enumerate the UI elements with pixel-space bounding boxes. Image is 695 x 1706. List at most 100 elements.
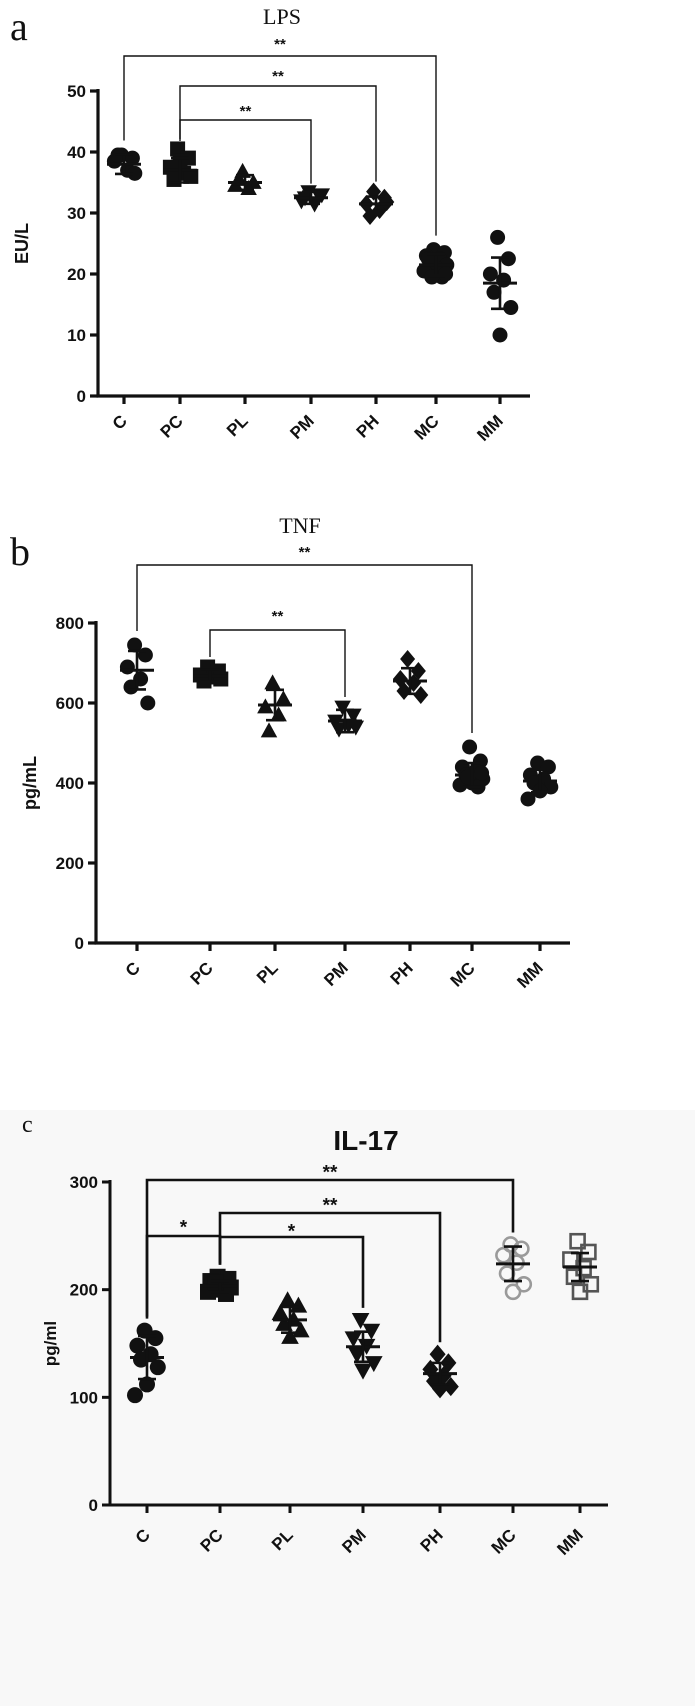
panel-c-point-PL	[275, 1314, 293, 1331]
panel-b-y-axis-label: pg/mL	[20, 756, 40, 810]
panel-c-point-MM	[569, 1232, 586, 1250]
panel-a-point-MM	[496, 272, 512, 288]
panel-b-point-PM	[334, 700, 351, 716]
panel-b-point-PM	[330, 722, 348, 738]
panel-c-point-C	[129, 1337, 146, 1354]
panel-a: a LPS 0 10 20 30 40 50 EU/L C PC PL PM PH MC MM ** ** **	[10, 4, 530, 445]
panel-b-point-C	[127, 637, 143, 653]
panel-b-point-PH	[413, 686, 429, 704]
panel-c-point-PL	[281, 1327, 299, 1344]
panel-a-y-tick-label: 30	[67, 204, 86, 223]
panel-a-sig-label: **	[274, 36, 286, 53]
panel-c-point-MC	[513, 1240, 530, 1258]
panel-b-x-tick-label: MM	[513, 958, 546, 991]
panel-c-point-PM	[348, 1347, 366, 1364]
panel-c-point-PH	[442, 1376, 459, 1397]
panel-a-x-tick-label: MC	[411, 411, 443, 443]
panel-b: b TNF 0 200 400 600 800 pg/mL C PC PL PM PH MC MM ** **	[10, 513, 570, 992]
panel-c-point-PH	[426, 1371, 442, 1391]
panel-a-letter: a	[10, 4, 28, 49]
panel-c-background	[0, 1110, 695, 1706]
panel-a-point-C	[127, 165, 143, 181]
panel-c-sig-label: *	[180, 1217, 188, 1238]
panel-c-point-C	[149, 1359, 166, 1376]
panel-b-point-PC	[213, 671, 229, 687]
panel-c-point-PM	[354, 1363, 372, 1380]
panel-c-point-PL	[278, 1291, 297, 1308]
panel-b-point-MC	[462, 739, 478, 755]
panel-b-y-tick-label: 200	[56, 854, 84, 873]
panel-a-x-tick-label: PC	[157, 411, 187, 441]
panel-c-point-PH	[432, 1379, 448, 1399]
panel-c-y-tick-label: 300	[70, 1173, 98, 1192]
panel-c-y-tick-label: 200	[70, 1281, 98, 1300]
panel-c-point-C	[133, 1351, 149, 1368]
panel-b-point-C	[140, 695, 156, 711]
panel-a-y-tick-label: 50	[67, 82, 86, 101]
panel-c-point-MC	[515, 1275, 533, 1293]
panel-a-x-tick-label: PM	[286, 411, 317, 442]
panel-b-y-tick-label: 600	[56, 694, 84, 713]
panel-c-sig-label: **	[323, 1162, 338, 1183]
panel-c-point-PM	[351, 1313, 370, 1330]
panel-c-point-PH	[429, 1344, 446, 1364]
panel-b-sig-label: **	[272, 608, 284, 625]
panel-b-point-C	[123, 679, 139, 695]
panel-b-point-PM	[345, 708, 362, 724]
panel-b-point-C	[119, 659, 135, 675]
panel-a-sig-bracket	[179, 119, 312, 184]
panel-c-y-axis-label: pg/ml	[41, 1321, 60, 1366]
panel-a-x-tick-label: C	[109, 411, 131, 433]
panel-c-point-MC	[504, 1283, 522, 1301]
panel-c-point-MC	[495, 1246, 512, 1264]
panel-b-x-tick-label: PC	[187, 958, 217, 988]
panel-a-point-MM	[482, 266, 498, 282]
panel-c-point-MM	[571, 1283, 589, 1301]
panel-c-sig-bracket	[218, 1235, 365, 1308]
panel-c-point-C	[147, 1330, 164, 1347]
panel-b-x-tick-label: PH	[387, 958, 417, 988]
panel-c-point-C	[127, 1387, 143, 1404]
panel-b-x-tick-label: PM	[320, 958, 351, 989]
panel-c-sig-label: **	[323, 1195, 338, 1216]
panel-b-x-tick-label: MC	[447, 958, 479, 990]
panel-a-point-MM	[490, 229, 506, 245]
panel-b-x-tick-label: C	[122, 958, 144, 980]
panel-a-point-MM	[486, 284, 502, 300]
panel-a-y-tick-label: 10	[67, 326, 86, 345]
panel-b-point-MC	[474, 765, 490, 781]
panel-a-y-tick-label: 40	[67, 143, 86, 162]
panel-a-y-axis-label: EU/L	[12, 223, 32, 264]
panel-c-letter: c	[22, 1112, 33, 1138]
panel-c-point-PM	[365, 1356, 383, 1373]
panel-b-point-PL	[275, 690, 292, 706]
panel-b-y-tick-label: 800	[56, 614, 84, 633]
panel-b-point-MM	[520, 791, 536, 807]
panel-c-point-PL	[289, 1296, 308, 1313]
panel-b-x-tick-label: PL	[253, 958, 282, 987]
panel-a-point-PC	[183, 168, 199, 184]
panel-a-x-tick-label: MM	[473, 411, 506, 444]
panel-b-sig-bracket	[136, 564, 473, 733]
panel-b-letter: b	[10, 529, 30, 574]
panel-a-point-MC	[438, 266, 454, 282]
panel-a-x-tick-label: PH	[353, 411, 383, 441]
panel-b-sig-label: **	[299, 544, 311, 561]
panel-c-y-tick-label: 100	[70, 1388, 98, 1407]
panel-c-y-tick-label: 0	[89, 1496, 98, 1515]
panel-b-y-tick-label: 0	[75, 934, 84, 953]
panel-a-sig-label: **	[240, 103, 252, 120]
panel-b-point-PL	[260, 722, 278, 738]
panel-c-title: IL-17	[333, 1125, 398, 1156]
panel-a-point-MM	[503, 300, 519, 316]
panel-a-y-tick-label: 0	[77, 387, 86, 406]
panel-b-sig-bracket	[209, 629, 346, 697]
panel-a-sig-bracket	[123, 55, 437, 236]
panel-b-point-PL	[264, 674, 281, 690]
panel-b-point-PM	[347, 720, 365, 736]
panel-c-point-C	[139, 1376, 155, 1393]
panel-a-point-MM	[492, 327, 508, 343]
panel-b-title: TNF	[279, 513, 321, 538]
